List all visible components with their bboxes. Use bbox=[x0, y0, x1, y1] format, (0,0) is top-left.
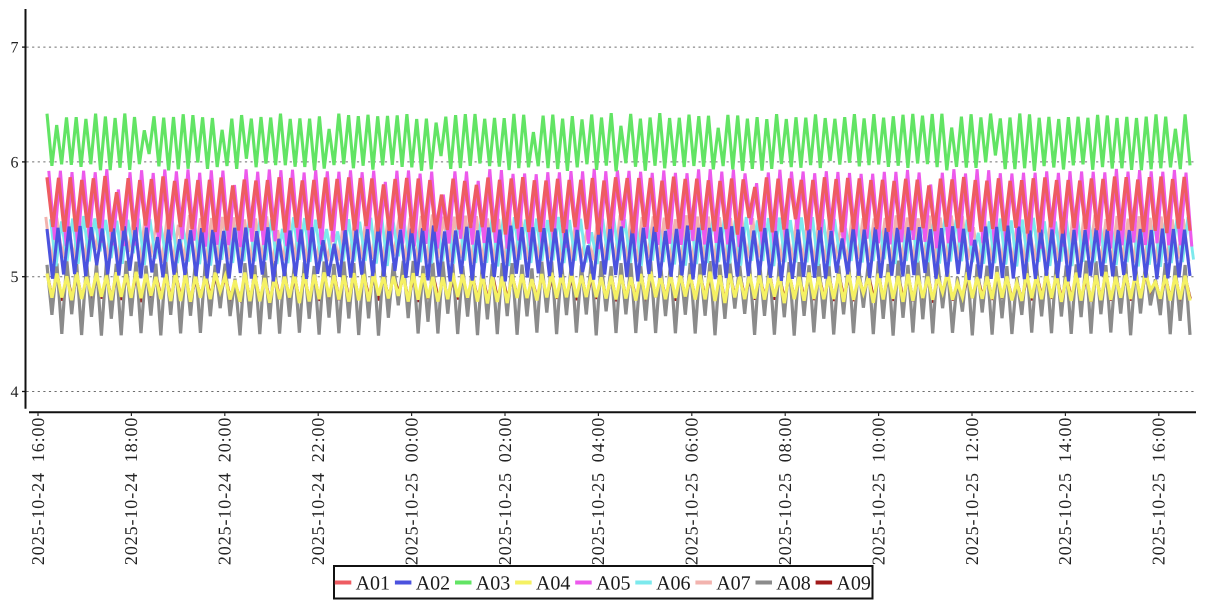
svg-text:2025-10-25 14:00: 2025-10-25 14:00 bbox=[1055, 417, 1075, 565]
svg-text:2025-10-25 10:00: 2025-10-25 10:00 bbox=[868, 417, 888, 565]
svg-text:2025-10-25 02:00: 2025-10-25 02:00 bbox=[495, 417, 515, 565]
svg-text:2025-10-24 18:00: 2025-10-24 18:00 bbox=[121, 417, 141, 565]
svg-text:5: 5 bbox=[11, 269, 19, 286]
svg-text:A07: A07 bbox=[716, 572, 750, 594]
svg-text:2025-10-24 20:00: 2025-10-24 20:00 bbox=[215, 417, 235, 565]
svg-text:7: 7 bbox=[11, 40, 19, 57]
svg-text:2025-10-25 16:00: 2025-10-25 16:00 bbox=[1149, 417, 1169, 565]
svg-text:A02: A02 bbox=[416, 572, 450, 594]
svg-text:6: 6 bbox=[11, 154, 19, 171]
svg-text:A01: A01 bbox=[356, 572, 390, 594]
svg-text:2025-10-25 08:00: 2025-10-25 08:00 bbox=[775, 417, 795, 565]
svg-text:A08: A08 bbox=[776, 572, 810, 594]
svg-text:A03: A03 bbox=[476, 572, 510, 594]
svg-text:A09: A09 bbox=[836, 572, 870, 594]
svg-text:2025-10-25 04:00: 2025-10-25 04:00 bbox=[588, 417, 608, 565]
svg-text:2025-10-25 06:00: 2025-10-25 06:00 bbox=[682, 417, 702, 565]
svg-text:A06: A06 bbox=[656, 572, 690, 594]
svg-text:2025-10-25 00:00: 2025-10-25 00:00 bbox=[401, 417, 421, 565]
svg-text:2025-10-24 16:00: 2025-10-24 16:00 bbox=[28, 417, 48, 565]
svg-text:2025-10-25 12:00: 2025-10-25 12:00 bbox=[962, 417, 982, 565]
svg-text:A04: A04 bbox=[536, 572, 570, 594]
svg-text:A05: A05 bbox=[596, 572, 630, 594]
svg-text:2025-10-24 22:00: 2025-10-24 22:00 bbox=[308, 417, 328, 565]
svg-text:4: 4 bbox=[11, 384, 19, 401]
